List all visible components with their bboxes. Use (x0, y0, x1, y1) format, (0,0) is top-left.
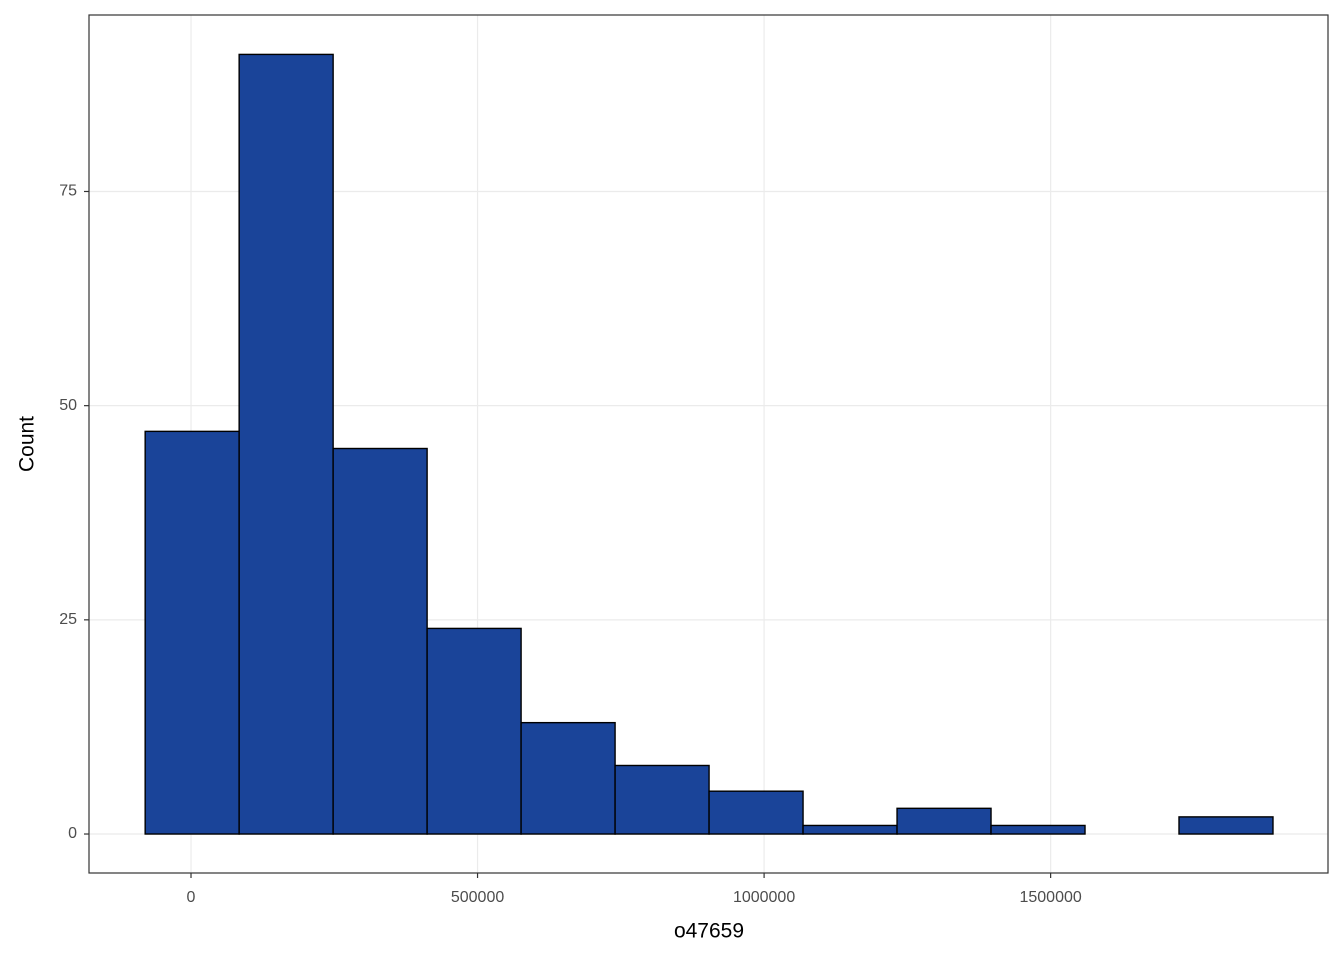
bar (1178, 816, 1274, 835)
x-tick-label: 0 (187, 889, 196, 906)
bar (144, 430, 240, 835)
bar (520, 721, 616, 835)
y-tick-label: 50 (59, 397, 77, 414)
bar (426, 627, 522, 835)
x-axis-title: o47659 (674, 920, 744, 943)
bar (990, 824, 1086, 835)
bar (614, 764, 710, 835)
bar (332, 447, 428, 835)
bar (708, 790, 804, 835)
bar (896, 807, 992, 835)
bar (238, 53, 334, 835)
y-tick-label: 75 (59, 183, 77, 200)
y-tick-label: 0 (68, 825, 77, 842)
bar (802, 824, 898, 835)
x-tick-label: 1500000 (1019, 889, 1081, 906)
y-tick-label: 25 (59, 611, 77, 628)
x-tick-label: 1000000 (733, 889, 795, 906)
x-tick-label: 500000 (451, 889, 504, 906)
panel-border (88, 14, 1329, 874)
y-axis-title: Count (16, 416, 39, 472)
